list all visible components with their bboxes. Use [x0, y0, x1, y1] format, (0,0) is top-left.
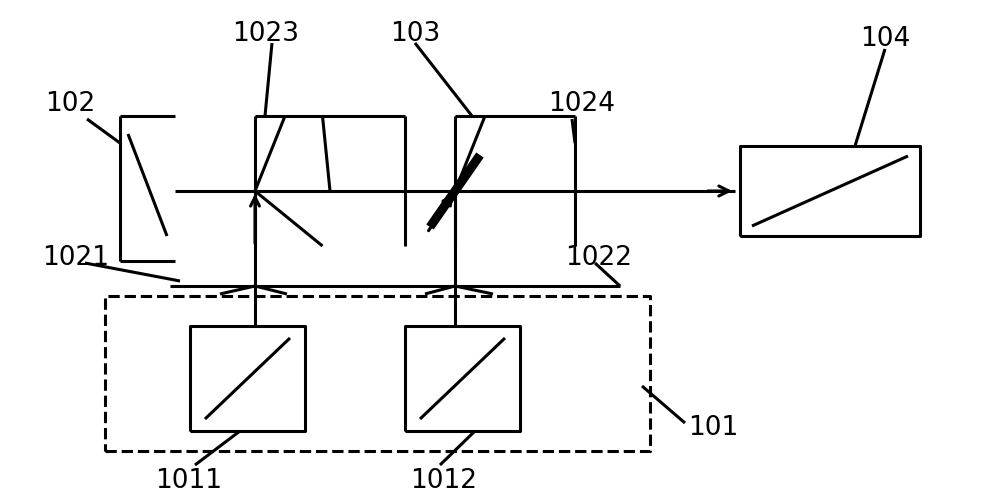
Text: 101: 101 [688, 415, 738, 441]
Text: 1011: 1011 [155, 468, 222, 494]
Text: 1022: 1022 [565, 245, 632, 271]
Text: 1024: 1024 [548, 91, 615, 117]
Text: 1021: 1021 [42, 245, 109, 271]
Text: 1023: 1023 [232, 21, 299, 47]
Text: 104: 104 [860, 26, 910, 52]
Text: 102: 102 [45, 91, 95, 117]
Text: 103: 103 [390, 21, 440, 47]
Text: 1012: 1012 [410, 468, 477, 494]
